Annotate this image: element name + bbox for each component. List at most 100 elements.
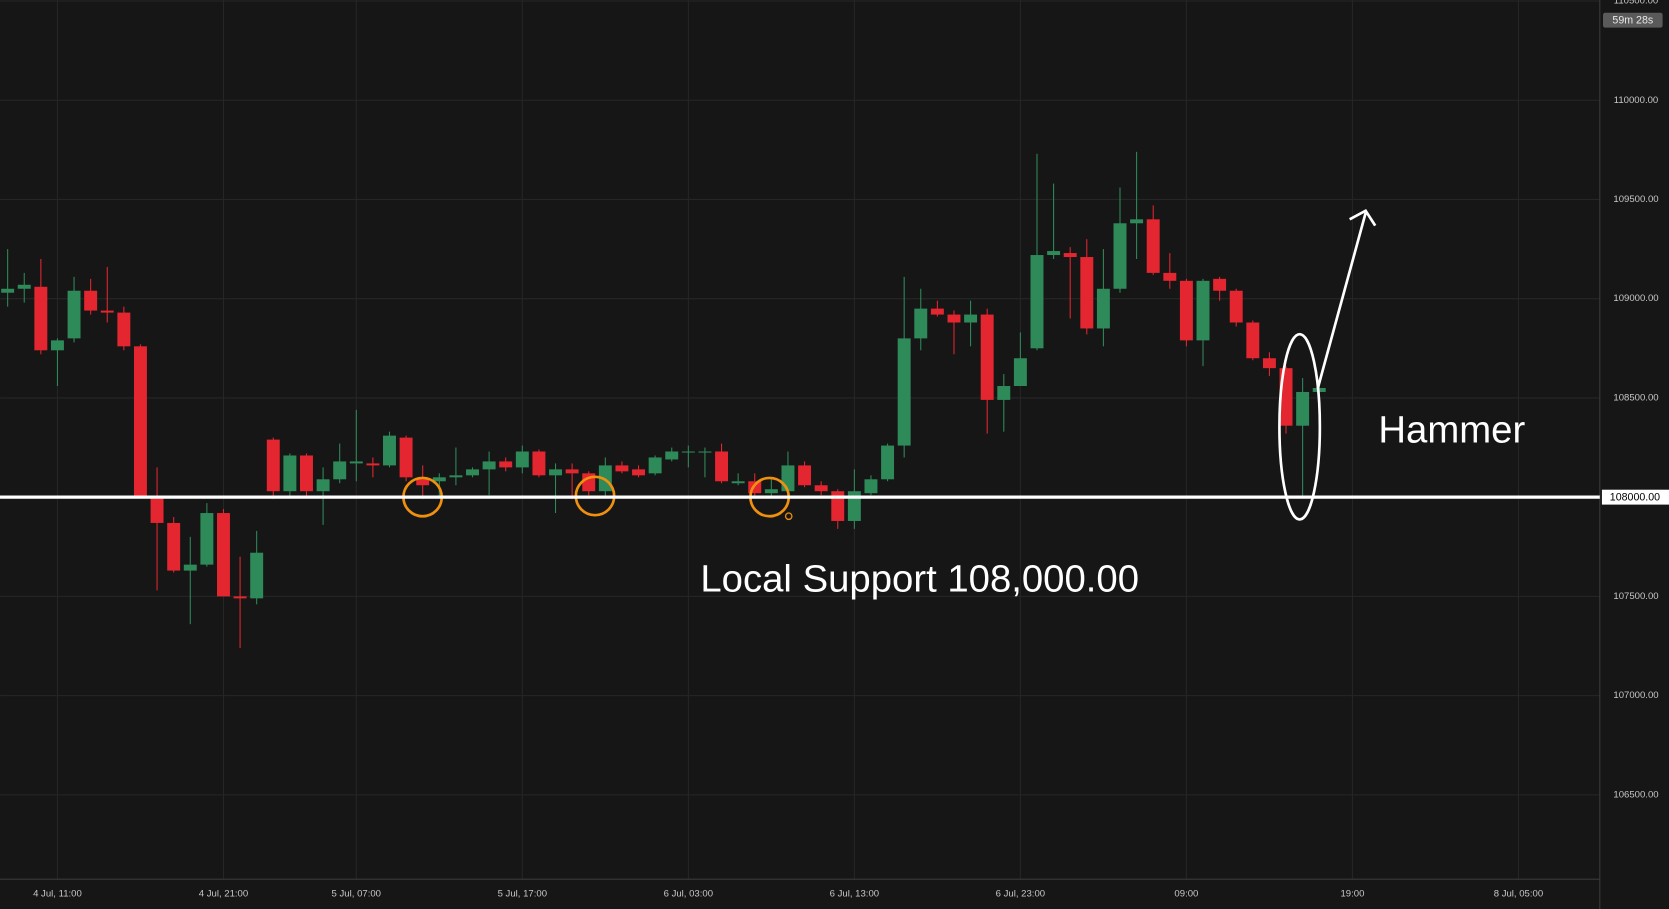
candle-body bbox=[814, 485, 828, 492]
pattern-annotation: Hammer bbox=[1378, 408, 1525, 451]
candle-body bbox=[914, 308, 928, 339]
candle-body bbox=[1229, 290, 1243, 323]
y-tick-label: 110500.00 bbox=[1614, 0, 1659, 7]
candle-body bbox=[1063, 253, 1077, 258]
candle-body bbox=[598, 465, 612, 492]
y-tick-label: 109000.00 bbox=[1613, 293, 1658, 304]
x-tick-label: 4 Jul, 11:00 bbox=[33, 889, 82, 900]
candle-body bbox=[1096, 288, 1110, 329]
candle-body bbox=[399, 437, 413, 478]
candle-body bbox=[233, 596, 247, 599]
candle-body bbox=[549, 469, 562, 476]
candle-body bbox=[748, 481, 762, 494]
candle-body bbox=[1030, 255, 1044, 349]
candle-body bbox=[698, 451, 712, 453]
candle-body bbox=[466, 469, 479, 476]
candle-body bbox=[34, 286, 48, 351]
candle-body bbox=[964, 314, 978, 323]
countdown-box bbox=[1602, 12, 1663, 28]
candle-body bbox=[167, 522, 181, 571]
candle-body bbox=[515, 451, 529, 468]
candle-body bbox=[1080, 257, 1094, 329]
candle-body bbox=[731, 481, 745, 484]
candle-body bbox=[499, 461, 513, 468]
candle-body bbox=[316, 479, 330, 492]
candle-body bbox=[1146, 219, 1160, 273]
candle-body bbox=[1013, 358, 1027, 387]
candle-body bbox=[1047, 251, 1061, 256]
candle-body bbox=[200, 513, 214, 565]
x-tick-label: 6 Jul, 23:00 bbox=[996, 889, 1045, 900]
candle-body bbox=[615, 465, 629, 472]
candle-body bbox=[881, 445, 895, 480]
candle-body bbox=[980, 314, 994, 400]
candle-body bbox=[17, 284, 31, 289]
candle-body bbox=[300, 455, 313, 492]
candle-body bbox=[283, 455, 297, 492]
candle-body bbox=[764, 489, 778, 494]
y-tick-label: 107500.00 bbox=[1613, 591, 1658, 602]
candle-body bbox=[1, 288, 15, 293]
handle bbox=[784, 512, 793, 521]
support-price-label: 108000.00 bbox=[1610, 491, 1660, 503]
candle-body bbox=[864, 479, 878, 494]
y-tick-label: 110000.00 bbox=[1614, 95, 1659, 106]
arrow bbox=[1316, 209, 1377, 389]
candle-body bbox=[100, 310, 114, 313]
x-tick-label: 6 Jul, 13:00 bbox=[830, 889, 879, 900]
candle-body bbox=[715, 451, 729, 482]
countdown: 59m 28s bbox=[1612, 15, 1653, 27]
annotations: Local Support 108,000.00 Hammer 59m 28s … bbox=[0, 12, 1669, 600]
candle-body bbox=[250, 552, 264, 599]
candle-body bbox=[266, 439, 280, 492]
candle-body bbox=[1130, 219, 1144, 224]
support-annotation: Local Support 108,000.00 bbox=[700, 557, 1139, 600]
x-tick-label: 19:00 bbox=[1340, 889, 1364, 900]
candle-body bbox=[1213, 278, 1227, 291]
x-tick-label: 6 Jul, 03:00 bbox=[664, 889, 713, 900]
candle-body bbox=[449, 475, 463, 478]
x-tick-label: 4 Jul, 21:00 bbox=[199, 889, 248, 900]
candle-body bbox=[798, 465, 812, 486]
candle-body bbox=[1262, 358, 1276, 369]
candle-body bbox=[117, 312, 131, 347]
candle-body bbox=[50, 340, 64, 351]
candle-body bbox=[1296, 391, 1310, 426]
y-tick-label: 108500.00 bbox=[1613, 392, 1658, 403]
candle-body bbox=[366, 463, 380, 466]
x-tick-label: 8 Jul, 05:00 bbox=[1494, 889, 1543, 900]
candle-body bbox=[432, 477, 446, 482]
candle-body bbox=[482, 461, 496, 470]
y-tick-label: 106500.00 bbox=[1613, 789, 1658, 800]
candle-body bbox=[183, 564, 197, 571]
candle-body bbox=[416, 479, 430, 486]
candle-body bbox=[781, 465, 795, 492]
candle-body bbox=[897, 338, 911, 446]
candle-body bbox=[1196, 280, 1210, 341]
y-tick-label: 107000.00 bbox=[1613, 690, 1658, 701]
candle-body bbox=[1113, 223, 1127, 289]
candle-body bbox=[565, 469, 579, 474]
candle-body bbox=[84, 290, 98, 311]
candle-body bbox=[217, 513, 230, 597]
candle-body bbox=[681, 451, 695, 453]
candle-body bbox=[1179, 280, 1193, 341]
candle-body bbox=[1246, 322, 1260, 359]
candle-body bbox=[947, 314, 961, 323]
candle-body bbox=[532, 451, 546, 476]
candle-body bbox=[648, 457, 662, 474]
support-price-box bbox=[1601, 489, 1669, 505]
candle-body bbox=[665, 451, 679, 460]
x-tick-label: 5 Jul, 17:00 bbox=[498, 889, 547, 900]
candle-body bbox=[333, 461, 347, 480]
candle-body bbox=[383, 435, 396, 466]
candle-body bbox=[349, 461, 363, 464]
candle-body bbox=[1163, 272, 1177, 281]
candle-body bbox=[133, 346, 147, 498]
hammer-ellipse bbox=[1278, 332, 1322, 521]
x-tick-label: 5 Jul, 07:00 bbox=[332, 889, 381, 900]
candle-body bbox=[150, 497, 164, 523]
